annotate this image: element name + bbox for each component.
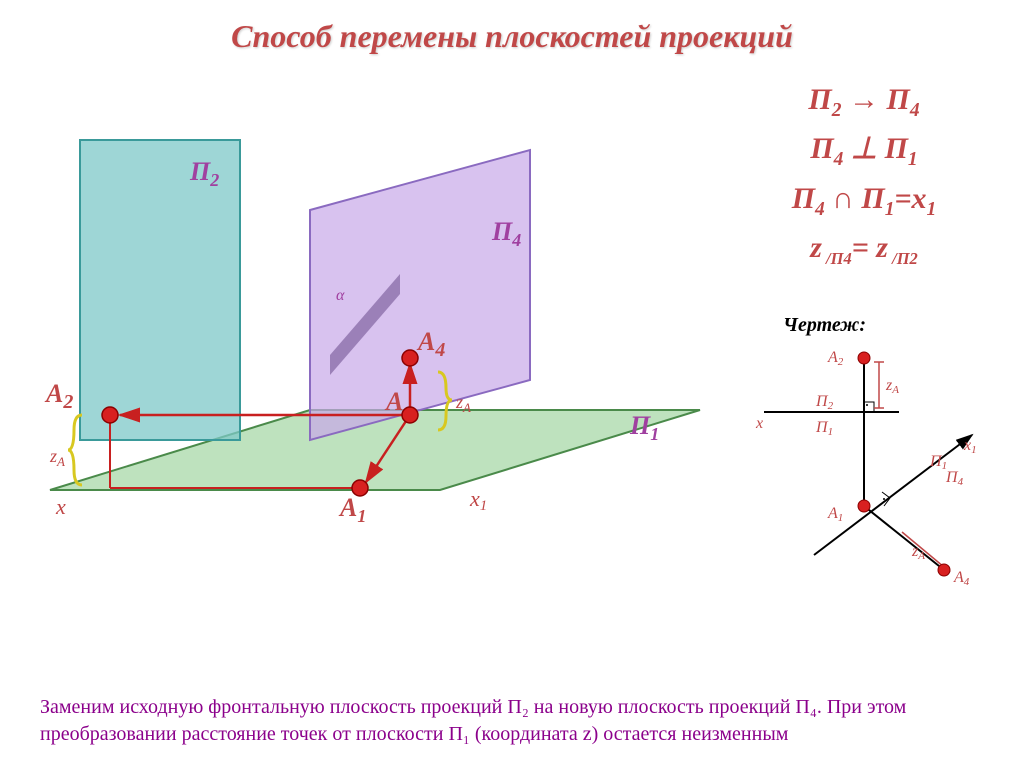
axis-x1: x1 — [469, 486, 487, 514]
point-a4 — [402, 350, 418, 366]
axis-x: x — [55, 494, 66, 519]
line2d-perp — [864, 506, 944, 570]
page-title: Способ перемены плоскостей проекций — [0, 18, 1024, 55]
point2d-a4 — [938, 564, 950, 576]
axis2d-x1 — [814, 435, 972, 555]
point-a2 — [102, 407, 118, 423]
label-a: А — [384, 387, 403, 416]
point-a — [402, 407, 418, 423]
point2d-a2 — [858, 352, 870, 364]
axis2d-x-label: x — [755, 415, 763, 432]
label-a1: А1 — [338, 493, 366, 526]
eq-line4: z /П4= z /П2 — [734, 226, 994, 271]
chart-label: Чертеж: — [783, 314, 866, 337]
za2d-top: zA — [885, 377, 899, 396]
eq-line2: П4 ⊥ П1 — [734, 127, 994, 174]
p4-2d: П4 — [945, 469, 964, 488]
diagram-3d: α zA zA П2 П4 П1 А А1 А2 А4 x x1 — [20, 110, 740, 590]
label2d-a4: А4 — [953, 569, 970, 588]
p2-2d: П2 — [815, 393, 834, 412]
label2d-a2: А2 — [827, 349, 844, 368]
point2d-a1 — [858, 500, 870, 512]
footer-text: Заменим исходную фронтальную плоскость п… — [40, 694, 984, 748]
equations-block: П2 → П4 П4 ⊥ П1 П4 ∩ П1=x1 z /П4= z /П2 — [734, 78, 994, 273]
alpha-label: α — [336, 287, 345, 304]
label2d-a1: А1 — [827, 505, 843, 524]
p1-2d-top: П1 — [815, 419, 833, 438]
axis2d-x1-label: x1 — [963, 437, 977, 456]
za-label-left: zA — [49, 446, 65, 469]
label-a2: А2 — [44, 379, 73, 413]
eq-line3: П4 ∩ П1=x1 — [734, 177, 994, 224]
perp-mark-1 — [864, 402, 874, 412]
diagram-2d: x x1 zA zA П2 П1 П1 П4 А2 А1 А4 — [754, 340, 1004, 600]
eq-line1: П2 → П4 — [734, 78, 994, 125]
